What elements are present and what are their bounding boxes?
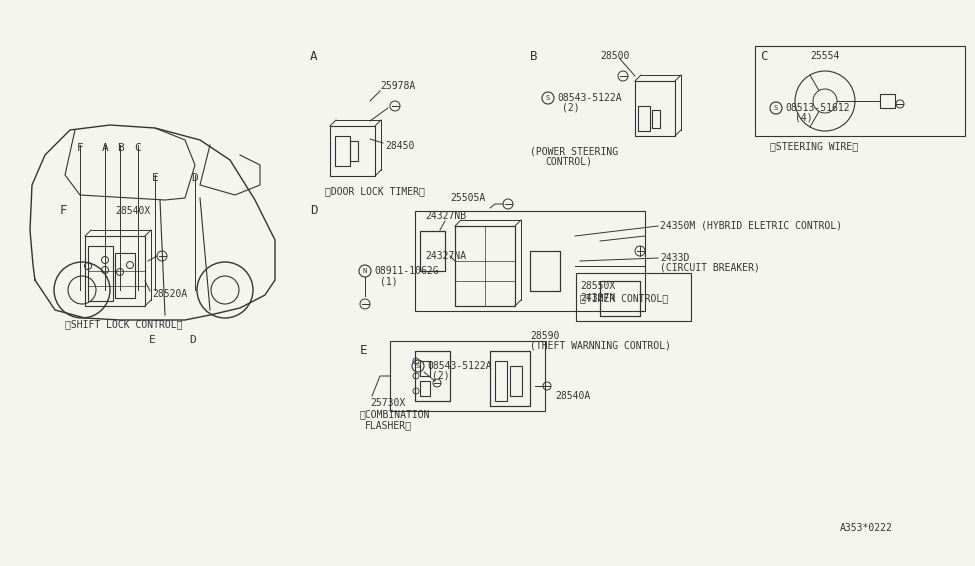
Text: 08911-1062G: 08911-1062G bbox=[374, 266, 439, 276]
Text: 〈COMBINATION: 〈COMBINATION bbox=[360, 409, 431, 419]
Text: (THEFT WARNNING CONTROL): (THEFT WARNNING CONTROL) bbox=[530, 341, 671, 351]
Bar bbox=[420, 381, 430, 396]
Text: D: D bbox=[310, 204, 318, 217]
Text: S: S bbox=[774, 105, 778, 111]
Bar bbox=[420, 231, 445, 271]
Text: D: D bbox=[192, 173, 198, 183]
Text: (1): (1) bbox=[380, 276, 398, 286]
Text: 28500: 28500 bbox=[600, 51, 630, 61]
Bar bbox=[635, 81, 675, 136]
Text: F: F bbox=[77, 143, 84, 153]
Bar bbox=[490, 351, 530, 406]
Bar bbox=[420, 361, 430, 376]
Text: B: B bbox=[530, 49, 537, 62]
Text: C: C bbox=[760, 49, 767, 62]
Text: 〈STEERING WIRE〉: 〈STEERING WIRE〉 bbox=[770, 141, 858, 151]
Text: N: N bbox=[363, 268, 368, 274]
Text: A: A bbox=[310, 49, 318, 62]
Text: 25505A: 25505A bbox=[450, 193, 486, 203]
Text: 24327NB: 24327NB bbox=[425, 211, 466, 221]
Text: 28590: 28590 bbox=[530, 331, 560, 341]
Bar bbox=[390, 341, 545, 411]
Bar bbox=[420, 231, 445, 271]
Text: FLASHER〉: FLASHER〉 bbox=[365, 420, 412, 430]
Bar bbox=[415, 211, 645, 311]
Bar bbox=[455, 226, 515, 306]
Text: E: E bbox=[360, 345, 368, 358]
Text: 08543-5122A: 08543-5122A bbox=[557, 93, 622, 103]
Text: 24327N: 24327N bbox=[580, 293, 615, 303]
Text: 〈TIMER CONTROL〉: 〈TIMER CONTROL〉 bbox=[580, 293, 668, 303]
Text: 08513-51612: 08513-51612 bbox=[785, 103, 849, 113]
Text: (2): (2) bbox=[432, 371, 449, 381]
Bar bbox=[600, 281, 640, 316]
Bar bbox=[530, 251, 560, 291]
Text: 28540X: 28540X bbox=[115, 206, 150, 216]
Text: A: A bbox=[101, 143, 108, 153]
Text: B: B bbox=[117, 143, 124, 153]
Bar bbox=[600, 281, 640, 316]
Bar bbox=[350, 141, 358, 161]
Text: S: S bbox=[546, 95, 550, 101]
Text: 28450: 28450 bbox=[385, 141, 414, 151]
Text: 〈DOOR LOCK TIMER〉: 〈DOOR LOCK TIMER〉 bbox=[325, 186, 425, 196]
Bar bbox=[638, 106, 650, 131]
Text: A353*0222: A353*0222 bbox=[840, 523, 893, 533]
Text: (4): (4) bbox=[795, 113, 812, 123]
Bar bbox=[88, 246, 113, 301]
Bar bbox=[490, 351, 530, 406]
Text: 24327NA: 24327NA bbox=[425, 251, 466, 261]
Bar bbox=[415, 351, 450, 401]
Bar bbox=[495, 361, 507, 401]
Text: E: E bbox=[148, 335, 155, 345]
Text: (CIRCUIT BREAKER): (CIRCUIT BREAKER) bbox=[660, 263, 760, 273]
Bar bbox=[576, 273, 691, 321]
Text: 28520A: 28520A bbox=[152, 289, 187, 299]
Bar bbox=[455, 226, 515, 306]
Text: D: D bbox=[189, 335, 196, 345]
Text: S: S bbox=[416, 363, 420, 369]
Bar bbox=[330, 126, 375, 176]
Text: 〈SHIFT LOCK CONTROL〉: 〈SHIFT LOCK CONTROL〉 bbox=[65, 319, 182, 329]
Text: 2433D: 2433D bbox=[660, 253, 689, 263]
Bar bbox=[415, 351, 450, 401]
Bar bbox=[652, 110, 660, 128]
Text: (POWER STEERING: (POWER STEERING bbox=[530, 146, 618, 156]
Text: 28540A: 28540A bbox=[555, 391, 590, 401]
Text: 28550X: 28550X bbox=[580, 281, 615, 291]
Text: 24350M (HYBRID ELETRIC CONTROL): 24350M (HYBRID ELETRIC CONTROL) bbox=[660, 221, 842, 231]
Bar bbox=[115, 253, 135, 298]
Text: 25554: 25554 bbox=[810, 51, 839, 61]
Bar bbox=[510, 366, 522, 396]
Bar bbox=[755, 46, 965, 136]
Bar bbox=[85, 236, 145, 306]
Text: CONTROL): CONTROL) bbox=[545, 156, 592, 166]
Text: (2): (2) bbox=[562, 103, 579, 113]
Text: F: F bbox=[60, 204, 67, 217]
Text: C: C bbox=[135, 143, 141, 153]
Text: 25730X: 25730X bbox=[370, 398, 406, 408]
Text: 08543-5122A: 08543-5122A bbox=[427, 361, 491, 371]
Bar bbox=[530, 251, 560, 291]
Text: 25978A: 25978A bbox=[380, 81, 415, 91]
Bar bbox=[335, 136, 350, 166]
Text: E: E bbox=[152, 173, 158, 183]
Bar bbox=[880, 94, 895, 108]
